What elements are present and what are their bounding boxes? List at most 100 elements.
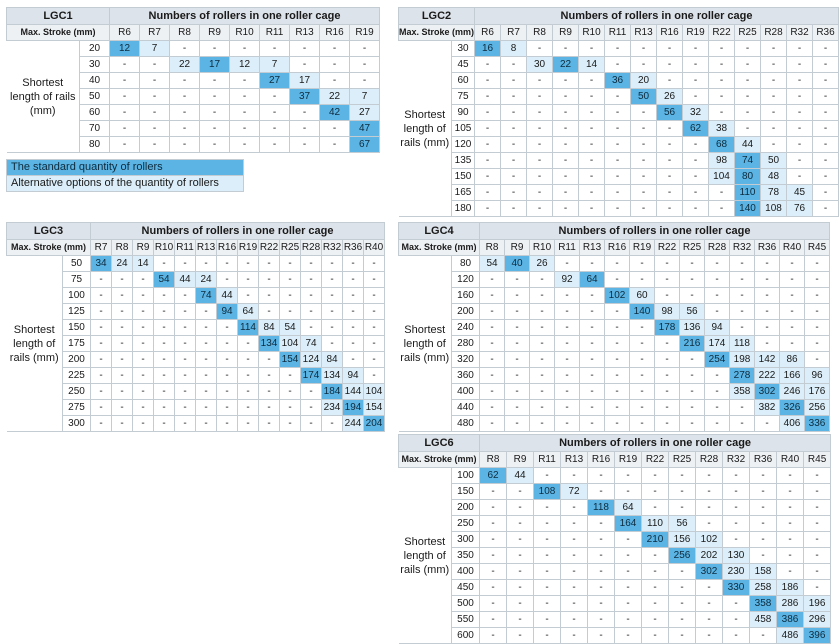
roller-count: -	[237, 415, 259, 432]
roller-count: -	[321, 255, 343, 272]
roller-count: -	[578, 136, 605, 153]
roller-count: -	[552, 136, 579, 153]
roller-count: 80	[734, 168, 761, 185]
roller-count: -	[776, 547, 804, 564]
roller-count: -	[169, 120, 200, 137]
roller-count: 40	[504, 255, 530, 272]
table-row: 200- - - - - - - - -154 124 84- -	[7, 351, 386, 368]
roller-count: -	[734, 40, 761, 57]
roller-count: 302	[695, 563, 723, 580]
roller-count: -	[279, 303, 301, 320]
roller-count: -	[258, 415, 280, 432]
roller-count: -	[362, 255, 386, 272]
roller-count: -	[195, 351, 217, 368]
roller-count: -	[654, 367, 680, 384]
roller-count: -	[474, 152, 501, 169]
roller-count: 234	[321, 399, 343, 416]
roller-count: -	[614, 627, 642, 644]
roller-count: -	[362, 287, 386, 304]
roller-count: -	[109, 104, 140, 121]
roller-count: -	[289, 40, 320, 57]
roller-count: -	[786, 136, 813, 153]
table-row: 225- - - - - - - - - -174 134 94-	[7, 367, 386, 384]
roller-count: -	[479, 303, 505, 320]
cage-header: R25	[679, 239, 705, 256]
roller-count: -	[474, 120, 501, 137]
roller-count: -	[760, 104, 787, 121]
roller-count: -	[139, 120, 170, 137]
roller-count: -	[729, 287, 755, 304]
roller-count: -	[604, 104, 631, 121]
roller-count: 67	[348, 136, 381, 153]
roller-count: -	[641, 627, 669, 644]
roller-count: -	[587, 483, 615, 500]
roller-count: -	[614, 547, 642, 564]
rail-length: 350	[451, 547, 480, 564]
roller-count: -	[506, 531, 534, 548]
roller-count: -	[474, 168, 501, 185]
roller-count: -	[630, 120, 657, 137]
roller-count: -	[199, 136, 230, 153]
roller-count: -	[729, 399, 755, 416]
rail-length: 440	[451, 399, 480, 416]
roller-count: -	[259, 88, 290, 105]
roller-count: -	[279, 415, 301, 432]
roller-count: -	[321, 287, 343, 304]
roller-count: -	[216, 399, 238, 416]
roller-count: -	[321, 335, 343, 352]
roller-count: -	[587, 515, 615, 532]
roller-count: -	[760, 40, 787, 57]
roller-count: -	[552, 184, 579, 201]
rail-length: 280	[451, 335, 480, 352]
roller-count: -	[216, 415, 238, 432]
roller-count: 72	[560, 483, 588, 500]
roller-count: -	[579, 335, 605, 352]
roller-count: -	[734, 72, 761, 89]
roller-count: -	[776, 483, 804, 500]
roller-count: -	[779, 335, 805, 352]
roller-count: -	[216, 367, 238, 384]
roller-count: -	[258, 383, 280, 400]
roller-count: 54	[479, 255, 505, 272]
table-row: 150- -108 72- - - - - - - - -	[399, 483, 832, 500]
roller-count: -	[529, 271, 555, 288]
roller-count: -	[479, 515, 507, 532]
roller-count: -	[111, 367, 133, 384]
roller-count: -	[174, 303, 196, 320]
header-row: Max. Stroke (mm) R7 R8 R9 R10 R11 R13 R16 R19 R22…	[6, 239, 386, 256]
roller-count: -	[654, 287, 680, 304]
roller-count: -	[708, 104, 735, 121]
roller-count: -	[754, 287, 780, 304]
roller-count: 27	[348, 104, 381, 121]
roller-count: -	[604, 335, 630, 352]
roller-count: -	[779, 271, 805, 288]
roller-count: -	[529, 351, 555, 368]
roller-count: -	[526, 88, 553, 105]
header-row: Max. Stroke (mm) R6 R7 R8 R9 R10 R11 R13 R16 R19	[6, 24, 381, 41]
roller-count: -	[132, 271, 154, 288]
roller-count: 358	[729, 383, 755, 400]
roller-count: -	[729, 255, 755, 272]
roller-count: -	[614, 483, 642, 500]
title-row: LGC4 Numbers of rollers in one roller cag…	[398, 222, 831, 240]
roller-count: -	[803, 271, 831, 288]
roller-count: 158	[749, 563, 777, 580]
roller-count: -	[258, 351, 280, 368]
roller-count: -	[641, 467, 669, 484]
roller-count: -	[237, 399, 259, 416]
roller-count: -	[629, 399, 655, 416]
table-row: 440- - - - - - - - - - -382 326 256	[399, 399, 831, 416]
roller-count: -	[604, 88, 631, 105]
rail-length: 400	[451, 383, 480, 400]
roller-count: 110	[734, 184, 761, 201]
roller-count: 84	[321, 351, 343, 368]
roller-count: -	[708, 40, 735, 57]
roller-count: -	[552, 120, 579, 137]
cage-header: R40	[362, 239, 386, 256]
model-name: LGC1	[6, 7, 110, 25]
roller-count: -	[604, 56, 631, 73]
roller-count: -	[554, 319, 580, 336]
roller-count: -	[641, 483, 669, 500]
roller-count: -	[504, 367, 530, 384]
roller-count: -	[552, 72, 579, 89]
